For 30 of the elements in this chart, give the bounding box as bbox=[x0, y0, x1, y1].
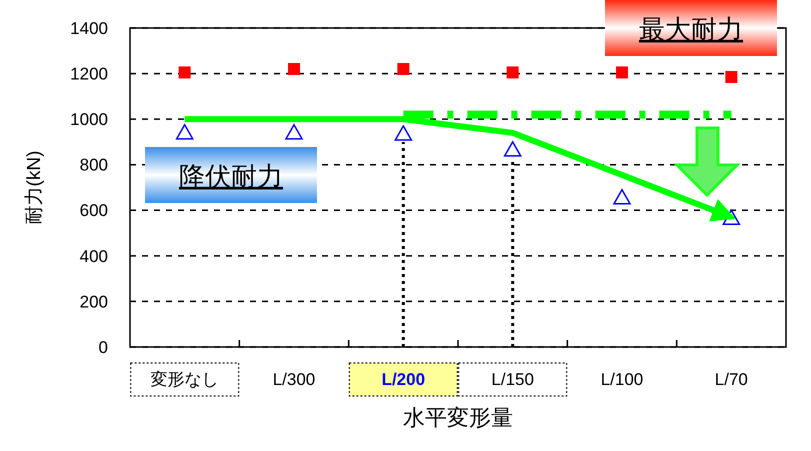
annotation: 最大耐力 bbox=[639, 14, 743, 44]
x-tick-label: L/70 bbox=[714, 370, 748, 389]
x-tick-label: 変形なし bbox=[150, 370, 219, 389]
point bbox=[722, 210, 740, 226]
point bbox=[176, 124, 194, 140]
y-tick-label: 1200 bbox=[70, 64, 108, 84]
y-tick-label: 400 bbox=[80, 246, 108, 266]
x-tick-label: L/100 bbox=[600, 370, 644, 389]
y-tick-label: 800 bbox=[80, 156, 108, 175]
point bbox=[504, 141, 522, 157]
point bbox=[725, 70, 738, 83]
point bbox=[613, 189, 631, 205]
x-tick-label: L/150 bbox=[491, 370, 534, 389]
point bbox=[178, 66, 191, 78]
y-tick-label: 600 bbox=[80, 201, 108, 220]
point bbox=[616, 66, 628, 78]
point bbox=[394, 125, 412, 141]
annotation: 降伏耐力 bbox=[179, 160, 283, 191]
y-tick-label: 200 bbox=[80, 292, 108, 312]
y-tick-label: 1000 bbox=[70, 110, 108, 130]
point bbox=[288, 63, 300, 76]
point bbox=[285, 124, 303, 140]
y-tick-label: 0 bbox=[98, 338, 108, 357]
point bbox=[397, 63, 410, 76]
point bbox=[506, 66, 519, 78]
y-tick-label: 1400 bbox=[70, 18, 108, 38]
x-axis-title: 水平変形量 bbox=[403, 405, 513, 430]
x-tick-label: L/300 bbox=[272, 370, 316, 389]
y-axis-title: 耐力(kN) bbox=[24, 150, 45, 224]
x-tick-label: L/200 bbox=[382, 370, 426, 389]
